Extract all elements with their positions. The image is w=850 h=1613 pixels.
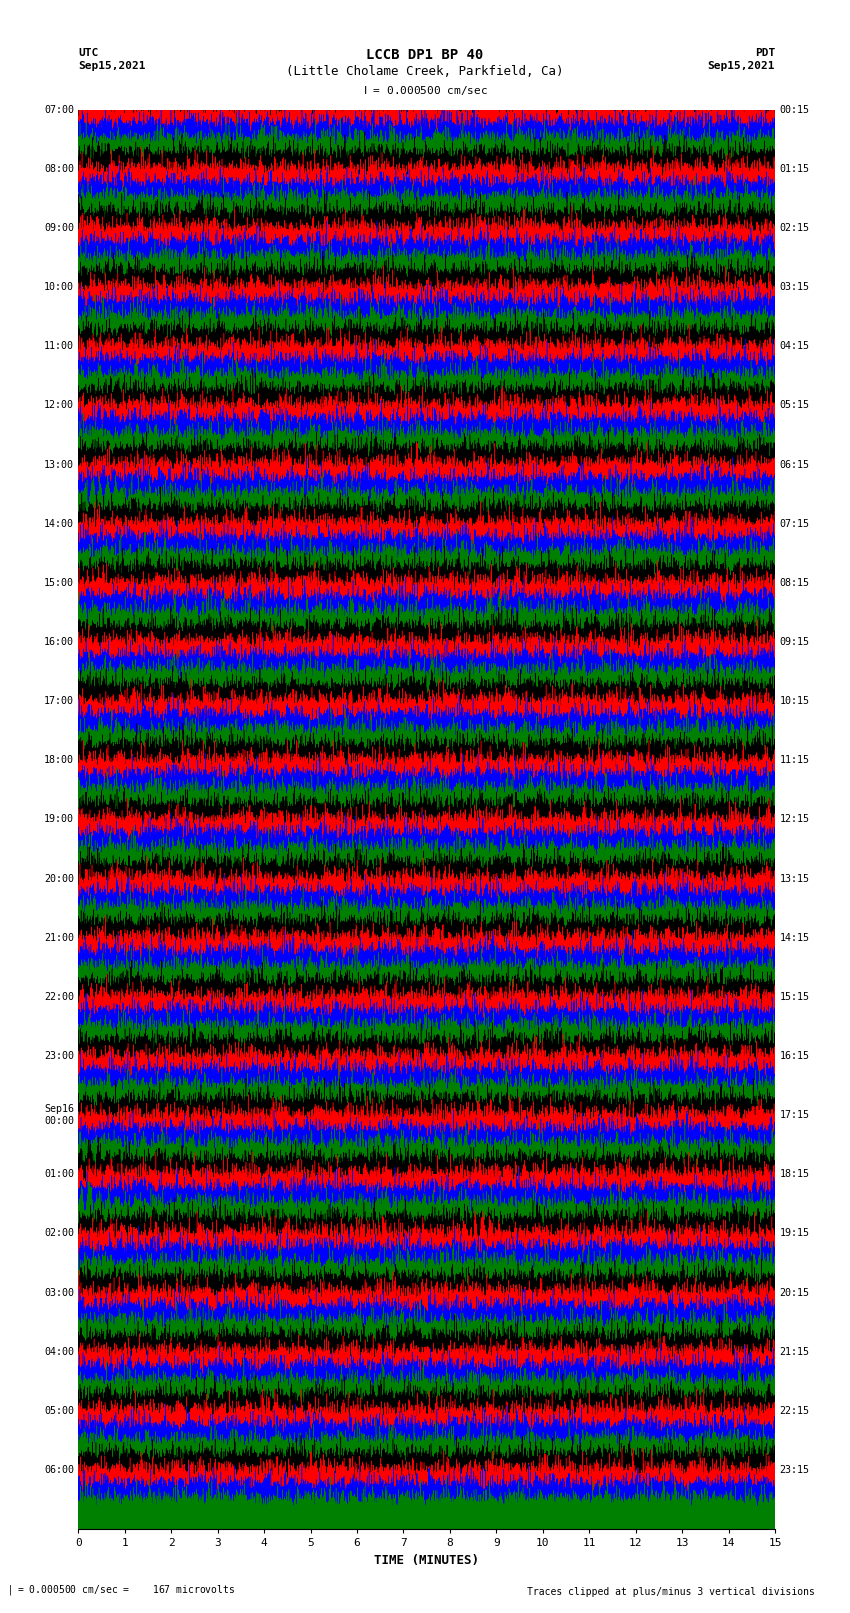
Text: Traces clipped at plus/minus 3 vertical divisions: Traces clipped at plus/minus 3 vertical … bbox=[527, 1587, 815, 1597]
Text: UTC: UTC bbox=[78, 48, 99, 58]
Text: $\mathsf{|}$ = 0.000500 cm/sec =    167 microvolts: $\mathsf{|}$ = 0.000500 cm/sec = 167 mic… bbox=[8, 1582, 235, 1597]
Text: $\mathsf{I}$ = 0.000500 cm/sec: $\mathsf{I}$ = 0.000500 cm/sec bbox=[363, 84, 487, 97]
X-axis label: TIME (MINUTES): TIME (MINUTES) bbox=[374, 1553, 479, 1566]
Text: (Little Cholame Creek, Parkfield, Ca): (Little Cholame Creek, Parkfield, Ca) bbox=[286, 65, 564, 77]
Text: Sep15,2021: Sep15,2021 bbox=[78, 61, 145, 71]
Text: PDT: PDT bbox=[755, 48, 775, 58]
Text: Sep15,2021: Sep15,2021 bbox=[708, 61, 775, 71]
Text: LCCB DP1 BP 40: LCCB DP1 BP 40 bbox=[366, 48, 484, 63]
